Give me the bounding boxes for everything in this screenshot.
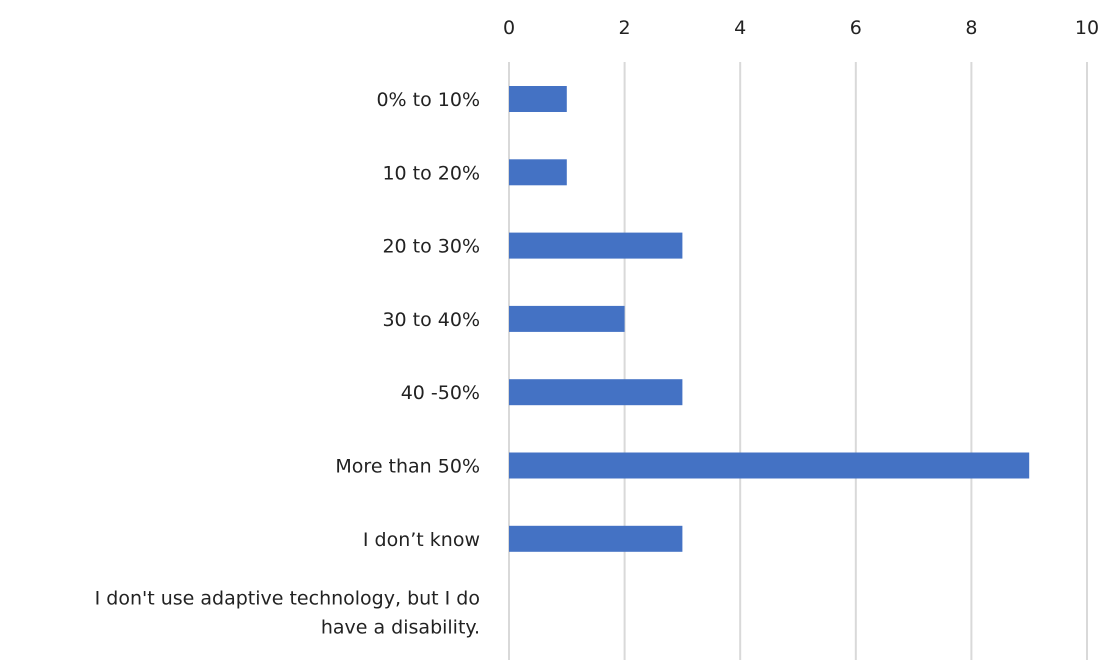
category-labels: 0% to 10% 10 to 20% 20 to 30% 30 to 40% 40 -… — [95, 89, 480, 639]
category-label: 0% to 10% — [376, 89, 480, 111]
category-label: have a disability. — [321, 617, 480, 639]
category-label: I don’t know — [363, 529, 480, 551]
x-tick-label: 6 — [850, 17, 862, 39]
category-label: 20 to 30% — [382, 236, 480, 258]
x-tick-label: 8 — [965, 17, 977, 39]
x-tick-label: 0 — [503, 17, 515, 39]
bars — [509, 86, 1030, 552]
category-label: More than 50% — [335, 456, 480, 478]
gridlines — [508, 62, 1088, 660]
bar — [509, 525, 683, 552]
x-tick-label: 4 — [734, 17, 746, 39]
bar — [509, 452, 1030, 479]
bar — [509, 86, 567, 112]
category-label: 40 -50% — [401, 382, 480, 404]
x-tick-label: 2 — [619, 17, 631, 39]
x-axis-ticks: 0 2 4 6 8 10 — [503, 17, 1099, 39]
bar — [509, 232, 683, 259]
bar — [509, 159, 567, 186]
x-tick-label: 10 — [1075, 17, 1099, 39]
bar — [509, 379, 683, 406]
category-label: I don't use adaptive technology, but I d… — [95, 588, 480, 610]
bar — [509, 305, 625, 332]
category-label: 30 to 40% — [382, 309, 480, 331]
category-label: 10 to 20% — [382, 162, 480, 184]
